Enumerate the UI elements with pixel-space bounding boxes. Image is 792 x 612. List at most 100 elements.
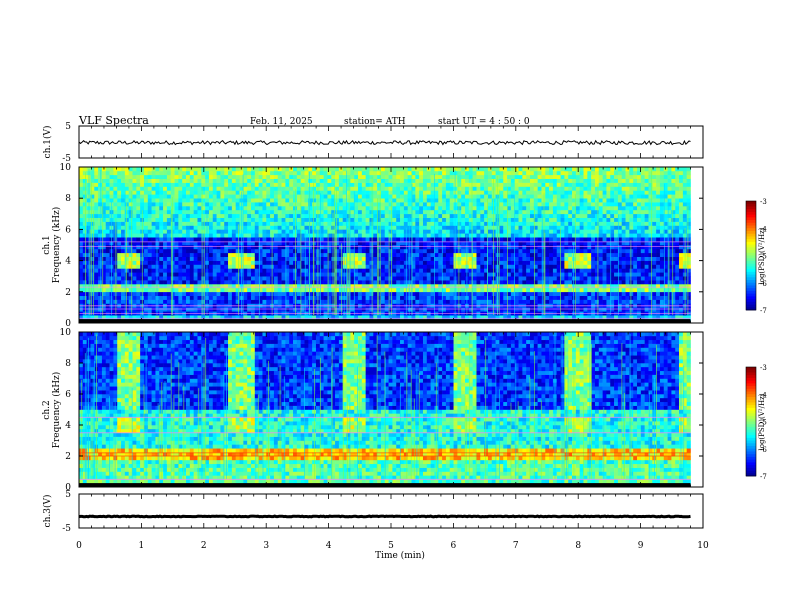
spectrogram-cell [174,307,179,312]
spectrogram-cell [182,260,187,265]
spectrogram-cell [358,190,363,195]
spectrogram-cell [419,315,424,320]
spectrogram-cell [358,272,363,277]
spectrogram-cell [319,284,324,289]
spectrogram-cell [285,260,290,265]
spectrogram-cell [124,276,129,281]
spectrogram-cell [518,170,523,176]
spectrogram-cell [442,315,447,320]
spectrogram-cell [174,248,179,254]
spectrogram-cell [174,213,179,218]
spectrogram-cell [499,315,504,320]
spectrogram-cell [289,182,294,187]
spectrogram-cell [235,202,240,207]
spectrogram-cell [300,291,305,296]
spectrogram-cell [235,194,240,199]
spectrogram-cell [442,295,447,300]
spectrogram-cell [369,284,374,289]
spectrogram-cell [487,213,493,218]
spectrogram-cell [189,182,194,187]
spectrogram-cell [189,307,194,312]
spectrogram-cell [530,252,535,257]
spectrogram-cell [350,206,355,211]
spectrogram-cell [411,194,416,199]
spectrogram-cell [350,241,355,246]
spectrogram-cell [472,178,477,183]
spectrogram-cell [419,209,424,215]
spectrogram-cell [438,213,443,218]
spectrogram-cell [434,174,439,179]
spectrogram-cell [342,245,347,250]
spectrogram-cell [90,272,95,277]
spectrogram-cell [530,182,535,187]
spectrogram-cell [522,225,527,230]
spectrogram-cell [411,174,416,179]
spectrogram-cell [289,237,294,242]
spectrogram-cell [526,174,531,179]
spectrogram-cell [419,225,424,230]
spectrogram-cell [422,209,428,215]
spectrogram-cell [250,213,256,218]
spectrogram-cell [285,256,290,261]
spectrogram-cell [384,245,389,250]
spectrogram-cell [228,178,233,183]
spectrogram-cell [143,299,149,304]
spectrogram-cell [308,194,313,199]
spectrogram-cell [327,260,332,265]
spectrogram-cell [510,186,516,191]
spectrogram-cell [346,170,351,176]
spectrogram-cell [537,190,542,195]
spectrogram-cell [273,186,279,191]
spectrogram-cell [79,209,84,215]
spectrogram-cell [140,190,145,195]
spectrogram-cell [90,287,95,293]
spectrogram-cell [358,276,363,281]
spectrogram-cell [449,170,454,176]
spectrogram-cell [186,276,191,281]
spectrogram-cell [300,272,305,277]
spectrogram-cell [197,268,202,273]
spectrogram-cell [369,229,374,234]
spectrogram-cell [526,260,531,265]
spectrogram-cell [407,194,412,199]
spectrogram-cell [312,194,317,199]
spectrogram-cell [384,248,389,254]
spectrogram-cell [461,307,466,312]
spectrogram-cell [289,248,294,254]
spectrogram-cell [530,256,535,261]
spectrogram-cell [258,291,263,296]
spectrogram-cell [422,213,428,218]
spectrogram-cell [266,248,271,254]
spectrogram-cell [537,299,542,304]
spectrogram-cell [388,256,393,261]
spectrogram-cell [212,225,217,230]
spectrogram-cell [289,287,294,293]
spectrogram-cell [296,178,301,183]
spectrogram-cell [235,268,240,273]
spectrogram-cell [449,198,454,203]
spectrogram-cell [304,264,309,269]
spectrogram-cell [296,225,301,230]
spectrogram-cell [101,170,107,176]
spectrogram-cell [354,225,359,230]
spectrogram-cell [300,264,305,269]
spectrogram-cell [507,178,512,183]
spectrogram-cell [147,264,152,269]
spectrogram-cell [510,174,516,179]
spectrogram-cell [411,307,416,312]
spectrogram-cell [220,221,225,226]
spectrogram-cell [319,245,324,250]
spectrogram-cell [281,307,286,312]
spectrogram-cell [415,252,420,257]
spectrogram-cell [247,264,252,269]
spectrogram-cell [426,217,431,222]
spectrogram-cell [254,237,259,242]
spectrogram-cell [461,174,466,179]
spectrogram-cell [442,178,447,183]
spectrogram-cell [507,248,512,254]
spectrogram-cell [449,209,454,215]
spectrogram-cell [140,315,145,320]
spectrogram-cell [480,268,485,273]
spectrogram-cell [522,280,527,285]
spectrogram-cell [476,299,481,304]
